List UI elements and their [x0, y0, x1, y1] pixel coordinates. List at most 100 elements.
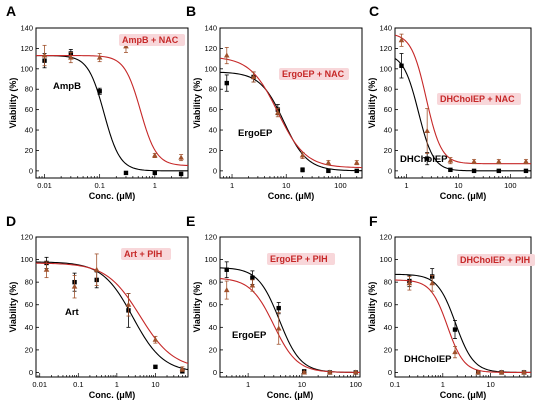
fit-curve-treated — [395, 34, 531, 165]
series-label: Art — [65, 307, 80, 318]
x-tick-label: 0.1 — [73, 380, 83, 389]
y-tick-label: 120 — [204, 233, 217, 242]
plot-frame — [35, 27, 189, 179]
y-tick-label: 100 — [204, 64, 217, 73]
y-tick-label: 20 — [384, 345, 392, 354]
fit-curve-treated — [220, 278, 360, 373]
y-tick-label: 100 — [379, 64, 392, 73]
data-point-control — [326, 168, 331, 174]
x-axis-title: Conc. (μM) — [440, 390, 487, 400]
data-point-treated — [301, 369, 307, 375]
series-label: DHCholEP — [404, 354, 452, 365]
data-point-control — [224, 267, 229, 272]
y-tick-label: 100 — [379, 255, 392, 264]
y-tick-label: 0 — [29, 368, 33, 377]
y-tick-label: 100 — [20, 255, 33, 264]
series-label: ErgoEP — [232, 330, 267, 341]
data-point-treated — [424, 128, 430, 134]
panel-letter: A — [6, 3, 16, 19]
y-tick-label: 100 — [204, 255, 217, 264]
legend-background — [457, 254, 535, 266]
x-tick-label: 10 — [298, 380, 306, 389]
x-axis-title: Conc. (μM) — [89, 191, 136, 201]
data-point-treated — [498, 369, 505, 375]
panel-a: A 0 20 40 60 80 100 120 140 0.01 0.1 1 Conc. (μM) Via… — [6, 3, 189, 201]
y-tick-label: 0 — [29, 166, 33, 175]
x-tick-label: 1 — [153, 181, 157, 190]
y-tick-label: 40 — [25, 323, 33, 332]
data-point-treated — [152, 336, 159, 342]
x-axis-title: Conc. (μM) — [89, 390, 136, 400]
y-tick-label: 80 — [384, 85, 392, 94]
data-point-treated — [179, 366, 186, 372]
legend-background — [279, 68, 349, 80]
x-tick-label: 10 — [486, 380, 494, 389]
data-point-control — [250, 275, 255, 280]
y-tick-label: 60 — [25, 300, 33, 309]
data-point-control — [123, 170, 129, 176]
data-point-treated — [178, 154, 184, 160]
legend-label: AmpB + NAC — [122, 35, 179, 45]
panel-letter: E — [186, 213, 195, 229]
y-tick-label: 40 — [209, 126, 217, 135]
data-point-control — [424, 156, 430, 161]
data-point-treated — [471, 158, 477, 164]
x-tick-label: 100 — [504, 181, 517, 190]
x-tick-label: 10 — [454, 181, 462, 190]
y-tick-label: 40 — [384, 126, 392, 135]
legend: ErgoEP + NAC — [279, 68, 349, 80]
legend: Art + PIH — [121, 248, 171, 260]
y-axis-title: Viability (%) — [8, 282, 18, 333]
y-tick-label: 120 — [20, 44, 33, 53]
x-tick-label: 10 — [282, 181, 290, 190]
y-tick-label: 20 — [25, 345, 33, 354]
x-axis-title: Conc. (μM) — [268, 191, 315, 201]
data-point-treated — [96, 54, 103, 60]
y-tick-label: 0 — [388, 368, 392, 377]
x-axis-title: Conc. (μM) — [440, 191, 487, 201]
fit-curve-treated — [36, 262, 188, 364]
data-point-control — [399, 63, 404, 68]
data-point-control — [152, 170, 158, 176]
y-tick-label: 20 — [25, 146, 33, 155]
y-tick-label: 120 — [204, 44, 217, 53]
x-tick-label: 0.1 — [94, 181, 104, 190]
legend-label: DHCholEP + PIH — [460, 255, 530, 265]
panel-b: B 0 20 40 60 80 100 120 140 1 10 100 Conc. (μM) Viabi… — [186, 3, 363, 201]
y-tick-label: 80 — [25, 85, 33, 94]
data-point-control — [354, 168, 359, 174]
x-tick-label: 1 — [441, 380, 445, 389]
y-tick-label: 0 — [388, 166, 392, 175]
data-point-treated — [71, 283, 78, 289]
y-tick-label: 40 — [384, 323, 392, 332]
y-axis-title: Viability (%) — [367, 282, 377, 333]
y-tick-label: 60 — [25, 105, 33, 114]
fit-curve-control — [36, 261, 188, 371]
legend-label: DHCholEP + NAC — [440, 94, 515, 104]
y-tick-label: 20 — [384, 146, 392, 155]
y-axis-title: Viability (%) — [192, 282, 202, 333]
data-point-treated — [93, 266, 100, 272]
y-tick-label: 80 — [384, 278, 392, 287]
data-point-control — [452, 327, 458, 332]
data-point-treated — [275, 109, 281, 115]
panel-letter: F — [369, 213, 378, 229]
series-label: DHCholEP — [400, 154, 448, 165]
y-axis-title: Viability (%) — [8, 78, 18, 129]
data-point-control — [523, 168, 529, 174]
legend-label: Art + PIH — [124, 249, 162, 259]
y-tick-label: 140 — [204, 24, 217, 33]
data-point-treated — [452, 349, 458, 355]
data-point-treated — [523, 158, 529, 164]
fit-curve-control — [220, 71, 362, 172]
data-point-treated — [275, 325, 282, 331]
legend: DHCholEP + PIH — [457, 254, 535, 266]
x-tick-label: 1 — [115, 380, 119, 389]
panel-d: D 0 20 40 60 80 100 120 0.01 0.1 1 10 Conc. (μM) Viab… — [6, 213, 189, 400]
y-tick-label: 140 — [20, 24, 33, 33]
plot-frame — [394, 236, 532, 378]
y-axis-title: Viability (%) — [367, 78, 377, 129]
data-point-treated — [353, 159, 360, 165]
y-tick-label: 120 — [379, 233, 392, 242]
